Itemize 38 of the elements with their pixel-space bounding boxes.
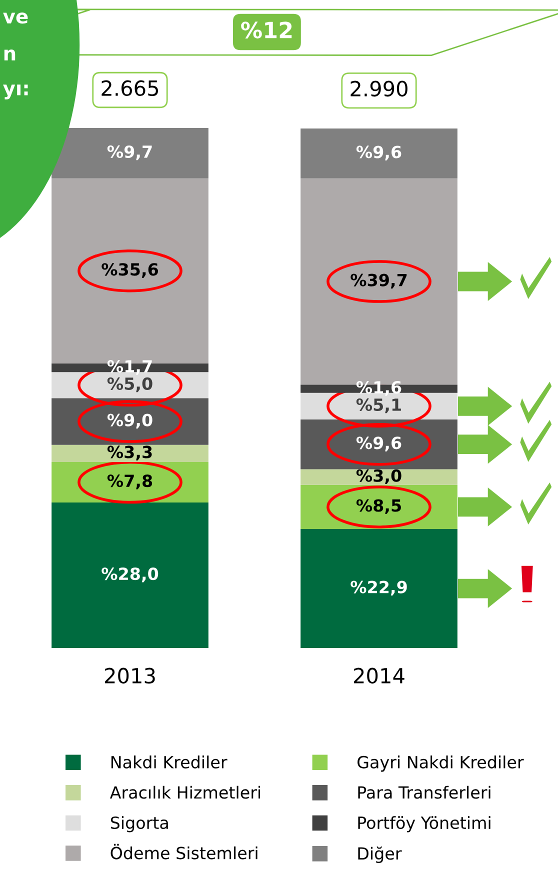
bar [300, 469, 458, 485]
legend-label: Aracılık Hizmetleri [110, 786, 260, 799]
text: yı: [3, 84, 28, 100]
data-label: %1,7 [107, 360, 152, 375]
data-label: %35,6 [102, 263, 158, 278]
data-label: %3,3 [107, 446, 152, 460]
data-label: %22,9 [350, 580, 407, 596]
legend-label: Ödeme Sistemleri [110, 844, 258, 860]
data-label: %7,8 [107, 474, 152, 490]
data-label: %9,7 [107, 145, 152, 160]
bar [52, 128, 208, 178]
bar [300, 529, 458, 648]
data-label: %1,6 [356, 381, 402, 396]
legend-label: Gayri Nakdi Krediler [358, 756, 524, 772]
data-label: %5,0 [107, 377, 152, 392]
bar [52, 502, 208, 648]
text: %12 [241, 22, 292, 38]
legend-label: Para Transferleri [358, 786, 490, 799]
data-label: %28,0 [102, 568, 158, 582]
bar [52, 444, 208, 462]
annotation: 2.665 [102, 80, 158, 96]
data-label: %5,1 [356, 398, 401, 414]
x-tick-label: 2014 [354, 668, 404, 684]
legend-label: Nakdi Krediler [111, 756, 228, 768]
annotation: 2.990 [350, 80, 408, 97]
data-label: %39,7 [350, 274, 407, 288]
data-label: %9,6 [356, 436, 402, 452]
text: ve [3, 12, 28, 24]
legend-label: Portföy Yönetimi [358, 816, 490, 832]
data-label: %3,0 [356, 469, 402, 484]
bar [300, 128, 458, 178]
legend-label: Sigorta [110, 816, 168, 832]
data-label: %8,5 [356, 499, 401, 514]
data-label: %9,6 [356, 146, 402, 160]
data-label: %9,0 [107, 414, 152, 428]
x-tick-label: 2013 [105, 668, 155, 684]
legend-label: Diğer [358, 846, 402, 863]
text: n [4, 49, 16, 60]
